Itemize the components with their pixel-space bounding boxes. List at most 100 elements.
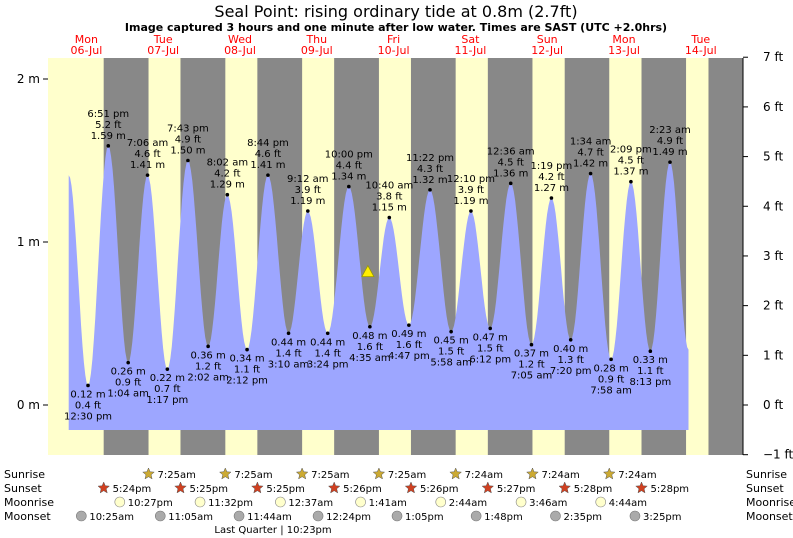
moonrise-row-label-right: Moonrise (746, 496, 793, 509)
tide-height-ft-label: 4.2 ft (214, 169, 240, 180)
day-name-label: Mon (612, 33, 635, 46)
tide-time-label: 7:05 am (511, 371, 553, 382)
day-date-label: 10-Jul (378, 44, 410, 57)
tide-extreme-point (449, 329, 453, 334)
tide-height-m-label: 1.32 m (412, 175, 447, 186)
tide-height-m-label: 0.12 m (70, 389, 105, 400)
tide-time-label: 12:30 pm (64, 411, 112, 422)
tide-height-m-label: 1.42 m (573, 159, 608, 170)
chart-title: Seal Point: rising ordinary tide at 0.8m… (214, 2, 577, 21)
moonrise-time: 3:46am (529, 498, 567, 509)
moonset-time: 1:48pm (484, 512, 523, 523)
day-date-label: 12-Jul (531, 44, 563, 57)
tide-height-ft-label: 0.9 ft (598, 374, 624, 385)
tide-extreme-point (306, 209, 310, 213)
tide-height-m-label: 0.26 m (111, 367, 146, 378)
tide-height-m-label: 0.44 m (310, 337, 345, 348)
tide-curve (68, 145, 689, 431)
tide-extreme-point (225, 192, 230, 197)
tide-height-ft-label: 0.7 ft (154, 384, 180, 395)
tide-time-label: 7:06 am (127, 138, 169, 149)
sunrise-icon (372, 467, 386, 480)
tide-extreme-point (186, 158, 190, 163)
tide-time-label: 6:51 pm (87, 109, 129, 120)
tide-height-m-label: 0.33 m (633, 355, 668, 366)
right-tick-label: 5 ft (763, 150, 783, 164)
sunrise-icon (142, 467, 155, 480)
tide-height-m-label: 0.48 m (352, 331, 387, 342)
moonset-icon (550, 510, 561, 522)
moonset-time: 3:25pm (643, 512, 682, 523)
tide-extreme-point (347, 184, 351, 189)
tide-height-ft-label: 4.3 ft (417, 164, 443, 175)
moonrise-icon (114, 496, 126, 508)
right-tick-label: 4 ft (763, 199, 783, 213)
sunrise-icon (526, 467, 539, 480)
tide-area (68, 145, 689, 431)
tide-height-ft-label: 1.2 ft (518, 360, 544, 371)
tide-height-ft-label: 0.4 ft (75, 400, 101, 411)
tide-time-label: 5:58 am (430, 358, 472, 369)
moonrise-time: 12:37am (288, 498, 333, 509)
sunset-time: 5:24pm (113, 484, 152, 495)
left-tick-label: 0 m (17, 398, 40, 412)
tide-height-ft-label: 4.4 ft (336, 161, 362, 172)
tide-extreme-point (428, 188, 432, 192)
tide-time-label: 10:40 am (365, 181, 413, 192)
tide-extreme-point (165, 367, 170, 371)
tide-extreme-point (245, 347, 249, 352)
moonrise-icon (595, 496, 607, 508)
moon-phase-note: Last Quarter | 10:23pm (214, 525, 331, 536)
moonrise-icon (515, 496, 527, 508)
daylight-band (686, 58, 709, 455)
tide-height-ft-label: 3.9 ft (295, 185, 321, 196)
right-tick-label: 3 ft (763, 249, 783, 263)
tide-height-ft-label: 1.3 ft (558, 355, 584, 366)
sunrise-time: 7:25am (388, 470, 426, 481)
sunset-row-label-right: Sunset (746, 482, 784, 495)
sunset-icon (251, 481, 264, 494)
moonrise-time: 10:27pm (128, 498, 173, 509)
moonrise-time: 1:41am (369, 498, 407, 509)
day-name-label: Mon (75, 33, 98, 46)
day-name-label: Fri (387, 33, 400, 46)
tide-extreme-point (86, 383, 90, 388)
sunset-icon (558, 481, 572, 494)
moonset-row-label-right: Moonset (746, 510, 793, 523)
right-tick-label: 1 ft (763, 348, 783, 362)
day-name-label: Wed (228, 33, 252, 46)
tide-time-label: 2:23 am (649, 125, 691, 136)
tide-height-ft-label: 4.9 ft (175, 135, 201, 146)
tide-height-ft-label: 1.4 ft (275, 348, 301, 359)
tide-height-ft-label: 3.8 ft (376, 192, 402, 203)
tide-time-label: 11:22 pm (406, 153, 454, 164)
tide-height-ft-label: 1.6 ft (396, 340, 422, 351)
tide-height-ft-label: 0.9 ft (115, 378, 141, 389)
left-tick-label: 1 m (17, 235, 40, 249)
day-name-label: Tue (690, 33, 710, 46)
moonset-icon (629, 510, 641, 522)
tide-height-ft-label: 5.2 ft (95, 120, 121, 131)
tide-extreme-point (368, 324, 372, 329)
sunset-icon (97, 481, 111, 494)
moonrise-time: 11:32pm (208, 498, 253, 509)
moonset-icon (233, 510, 245, 522)
sunrise-row-label-left: Sunrise (4, 468, 45, 481)
sunset-icon (481, 481, 495, 494)
day-name-label: Tue (153, 33, 173, 46)
sunrise-time: 7:24am (541, 470, 579, 481)
tide-time-label: 1:34 am (570, 137, 612, 148)
tide-height-m-label: 1.41 m (130, 160, 165, 171)
tide-height-m-label: 0.47 m (473, 332, 508, 343)
tide-time-label: 2:12 pm (226, 376, 268, 387)
tide-height-ft-label: 1.1 ft (234, 365, 260, 376)
tide-time-label: 8:44 pm (247, 138, 289, 149)
tide-height-m-label: 1.37 m (613, 167, 648, 178)
tide-height-m-label: 1.36 m (493, 168, 528, 179)
sunset-time: 5:28pm (574, 484, 613, 495)
tide-height-m-label: 1.29 m (210, 180, 245, 191)
tide-extreme-point (206, 344, 210, 349)
tide-height-m-label: 1.50 m (170, 146, 205, 157)
tide-height-m-label: 1.15 m (372, 203, 407, 214)
